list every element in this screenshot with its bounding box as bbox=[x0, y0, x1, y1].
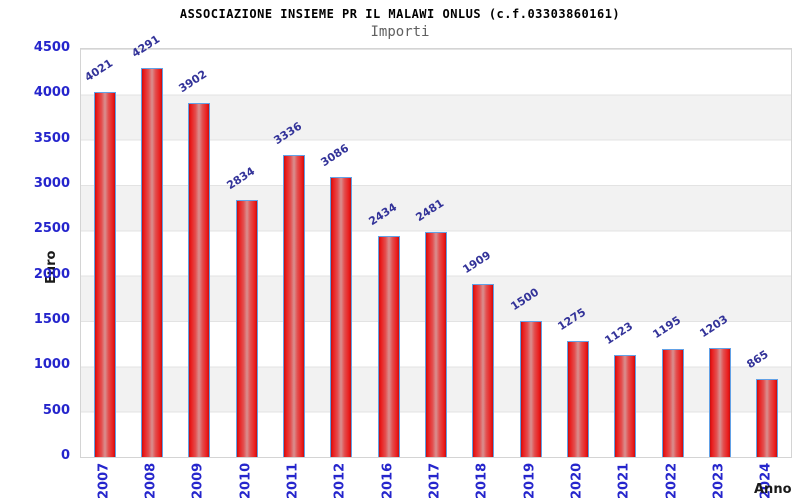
y-tick-label: 3000 bbox=[33, 176, 70, 191]
x-tick-label: 2007 bbox=[96, 462, 112, 500]
bar bbox=[756, 379, 779, 457]
x-tick-label: 2022 bbox=[664, 462, 680, 500]
y-tick-label: 1500 bbox=[33, 312, 70, 327]
bar bbox=[235, 200, 258, 457]
plot-area bbox=[80, 48, 792, 458]
bar bbox=[283, 155, 305, 457]
x-tick-label: 2017 bbox=[427, 462, 443, 500]
y-tick-label: 2500 bbox=[33, 221, 70, 237]
bar bbox=[567, 341, 589, 457]
y-tick-label: 4500 bbox=[33, 40, 70, 55]
x-tick-label: 2011 bbox=[285, 462, 301, 500]
bar bbox=[614, 355, 637, 457]
bar bbox=[425, 232, 447, 457]
x-axis-title: Anno bbox=[754, 482, 792, 497]
bar bbox=[661, 349, 684, 457]
x-tick-label: 2016 bbox=[380, 462, 396, 500]
bar bbox=[93, 92, 116, 457]
x-tick-label: 2012 bbox=[332, 462, 348, 500]
y-tick-label: 500 bbox=[42, 402, 70, 418]
bar bbox=[377, 236, 400, 457]
x-tick-label: 2009 bbox=[190, 462, 206, 500]
x-tick-label: 2010 bbox=[238, 462, 254, 500]
x-tick-label: 2018 bbox=[474, 462, 490, 500]
y-tick-label: 0 bbox=[60, 448, 70, 463]
x-tick-label: 2019 bbox=[522, 462, 538, 500]
x-tick-label: 2020 bbox=[569, 462, 585, 500]
bar bbox=[709, 348, 731, 457]
x-tick-label: 2021 bbox=[616, 462, 632, 500]
chart-subtitle: Importi bbox=[370, 24, 430, 40]
bar bbox=[141, 68, 163, 457]
bar bbox=[188, 103, 211, 457]
chart-title: ASSOCIAZIONE INSIEME PR IL MALAWI ONLUS … bbox=[179, 7, 621, 21]
y-tick-label: 3500 bbox=[33, 130, 70, 146]
y-tick-label: 1000 bbox=[33, 357, 70, 373]
y-tick-label: 2000 bbox=[33, 266, 70, 282]
bar bbox=[472, 284, 495, 457]
y-tick-label: 4000 bbox=[33, 85, 70, 101]
x-tick-label: 2023 bbox=[711, 462, 727, 500]
x-tick-label: 2008 bbox=[143, 462, 159, 500]
bar bbox=[330, 177, 353, 457]
bar bbox=[519, 321, 542, 457]
